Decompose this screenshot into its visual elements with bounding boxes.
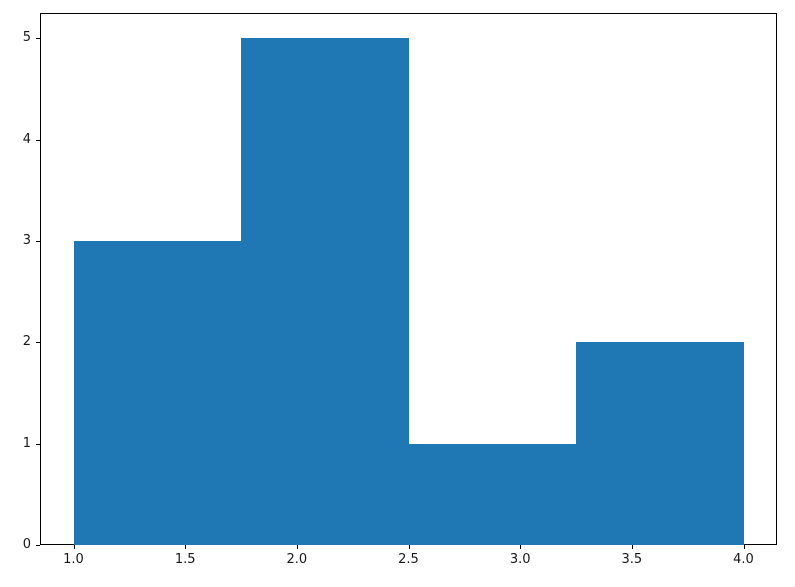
x-tick-mark [296, 545, 298, 549]
y-tick-label: 3 [22, 233, 31, 248]
x-tick-label: 1.0 [63, 552, 84, 567]
histogram-bar [576, 342, 744, 545]
x-tick-mark [73, 545, 75, 549]
histogram-bar [408, 443, 576, 545]
x-tick-label: 2.5 [398, 552, 419, 567]
x-tick-label: 4.0 [733, 552, 754, 567]
y-tick-label: 0 [22, 537, 31, 552]
y-tick-label: 4 [22, 131, 31, 147]
y-tick-mark [36, 443, 40, 445]
x-tick-label: 1.5 [174, 552, 196, 567]
plot-area [40, 13, 777, 545]
y-tick-mark [36, 545, 40, 546]
x-tick-label: 3.5 [621, 552, 643, 567]
x-tick-mark [520, 545, 522, 549]
y-tick-label: 5 [22, 30, 31, 46]
x-tick-mark [743, 545, 745, 549]
x-tick-mark [408, 545, 410, 549]
y-tick-mark [36, 342, 40, 344]
y-tick-label: 2 [22, 334, 31, 350]
x-tick-mark [631, 545, 633, 549]
histogram-bar [73, 241, 241, 545]
y-tick-mark [36, 38, 40, 40]
x-tick-label: 2.0 [286, 552, 308, 567]
y-tick-label: 1 [22, 435, 31, 451]
x-tick-mark [185, 545, 187, 549]
y-tick-mark [36, 241, 40, 242]
y-tick-mark [36, 139, 40, 141]
histogram-bar [241, 38, 409, 545]
x-tick-label: 3.0 [509, 552, 531, 567]
